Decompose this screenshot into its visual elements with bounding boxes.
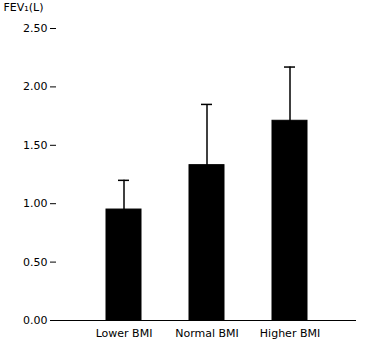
svg-text:1.00: 1.00 — [23, 197, 48, 210]
svg-text:2.00: 2.00 — [23, 80, 48, 93]
svg-text:1.50: 1.50 — [23, 139, 48, 152]
svg-text:0.50: 0.50 — [23, 256, 48, 269]
svg-text:Lower BMI: Lower BMI — [96, 327, 153, 340]
svg-text:Normal BMI: Normal BMI — [175, 327, 239, 340]
svg-text:2.50: 2.50 — [23, 22, 48, 35]
svg-text:FEV₁(L): FEV₁(L) — [4, 1, 44, 14]
svg-text:0.00: 0.00 — [23, 314, 48, 327]
svg-text:Higher BMI: Higher BMI — [260, 327, 320, 340]
